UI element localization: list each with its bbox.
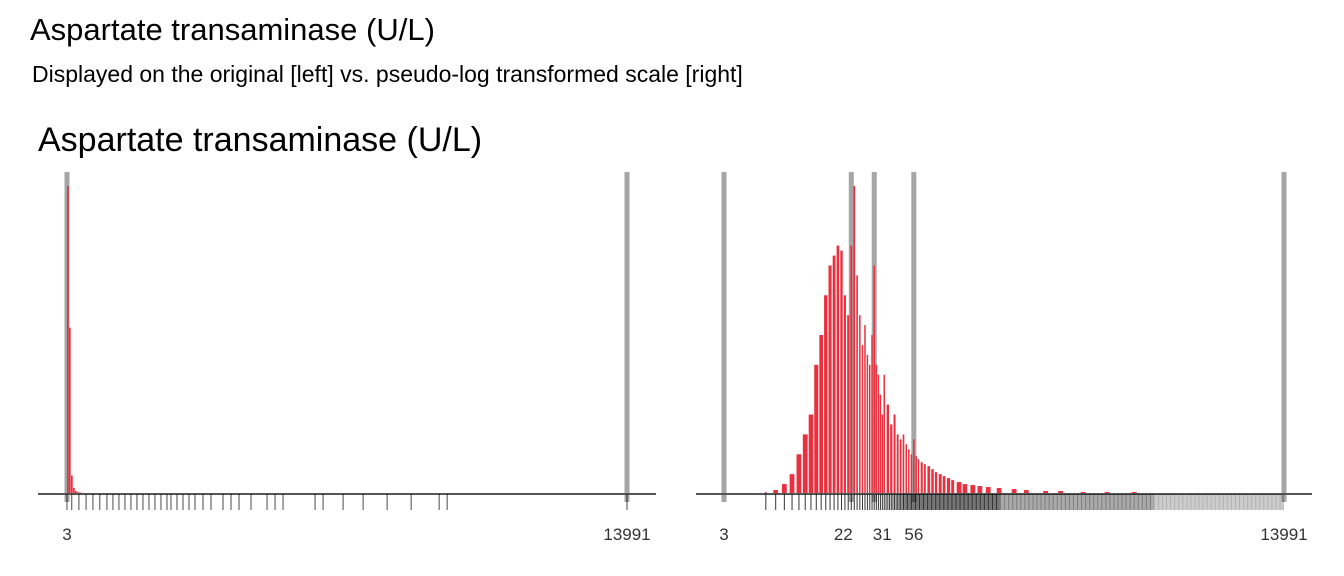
left-bar-2 (71, 475, 73, 494)
right-tick-label-2: 31 (873, 525, 892, 544)
right-bar-18 (856, 275, 858, 494)
right-bar-47 (934, 472, 938, 494)
right-bar-46 (931, 469, 934, 494)
right-bar-26 (875, 364, 878, 494)
panel-title: Aspartate transaminase (U/L) (38, 121, 483, 159)
right-bar-21 (864, 325, 866, 494)
right-bar-22 (866, 354, 869, 494)
right-bar-16 (850, 245, 853, 494)
right-bar-4 (796, 454, 802, 494)
right-panel-pseudo-log-scale: 3 22 31 56 13991 (696, 172, 1312, 544)
right-bar-5 (802, 434, 808, 494)
right-bar-61 (1058, 491, 1064, 494)
right-bar-19 (859, 315, 861, 494)
figure-subtitle: Displayed on the original [left] vs. pse… (32, 61, 743, 87)
right-bar-55 (977, 486, 983, 494)
right-tick-label-0: 3 (719, 525, 728, 544)
right-bar-10 (828, 265, 832, 494)
right-bar-39 (910, 454, 913, 494)
right-tick-label-4: 13991 (1260, 525, 1307, 544)
right-bar-6 (808, 414, 814, 494)
right-bar-44 (923, 464, 926, 494)
right-bar-36 (902, 434, 905, 494)
right-bar-11 (832, 255, 836, 494)
right-bar-3 (789, 474, 795, 494)
right-bar-27 (877, 374, 880, 494)
right-bar-38 (908, 449, 910, 494)
right-bar-40 (913, 439, 915, 494)
right-bar-51 (951, 480, 955, 494)
right-bar-49 (942, 476, 946, 494)
right-bar-48 (938, 474, 942, 494)
right-bar-56 (985, 487, 991, 494)
left-bar-3 (73, 487, 75, 494)
left-panel-original-scale: 3 13991 (38, 172, 656, 544)
right-bar-33 (893, 414, 896, 494)
right-bar-43 (920, 462, 923, 494)
right-bar-13 (840, 250, 843, 494)
right-bar-20 (861, 344, 864, 494)
right-bar-35 (899, 439, 902, 494)
right-bar-15 (847, 315, 850, 494)
right-bar-52 (956, 482, 962, 494)
right-bar-45 (927, 466, 931, 494)
right-bar-8 (819, 335, 824, 494)
right-bar-42 (917, 459, 920, 494)
left-bar-0 (67, 186, 69, 494)
right-bar-14 (843, 295, 847, 494)
left-tick-label-1: 13991 (603, 525, 650, 544)
right-bar-50 (946, 478, 951, 494)
right-bar-58 (1011, 489, 1017, 494)
right-bar-60 (1043, 491, 1049, 494)
right-bar-1 (773, 490, 779, 494)
figure-title: Aspartate transaminase (U/L) (30, 12, 435, 47)
right-tick-label-3: 56 (904, 525, 923, 544)
left-bar-1 (69, 327, 71, 494)
right-bar-24 (871, 335, 873, 494)
right-bar-34 (896, 434, 899, 494)
right-bar-32 (890, 424, 893, 494)
right-bar-41 (915, 456, 917, 494)
right-bar-53 (962, 484, 968, 494)
right-bar-9 (824, 295, 828, 494)
right-bar-57 (996, 488, 1002, 494)
left-bar-4 (75, 490, 77, 494)
right-bar-37 (905, 444, 907, 494)
right-bar-7 (814, 364, 819, 494)
right-bar-54 (970, 485, 976, 494)
right-bar-2 (781, 484, 787, 494)
right-bar-29 (881, 414, 884, 494)
right-bar-25 (873, 265, 875, 494)
right-bar-17 (853, 186, 856, 494)
left-tick-label-0: 3 (62, 525, 71, 544)
right-bar-30 (883, 374, 885, 494)
right-tick-label-1: 22 (834, 525, 853, 544)
right-bar-31 (886, 404, 890, 494)
right-bar-23 (869, 364, 871, 494)
right-bar-28 (879, 394, 882, 494)
right-bar-59 (1023, 490, 1029, 494)
right-bar-12 (836, 245, 840, 494)
